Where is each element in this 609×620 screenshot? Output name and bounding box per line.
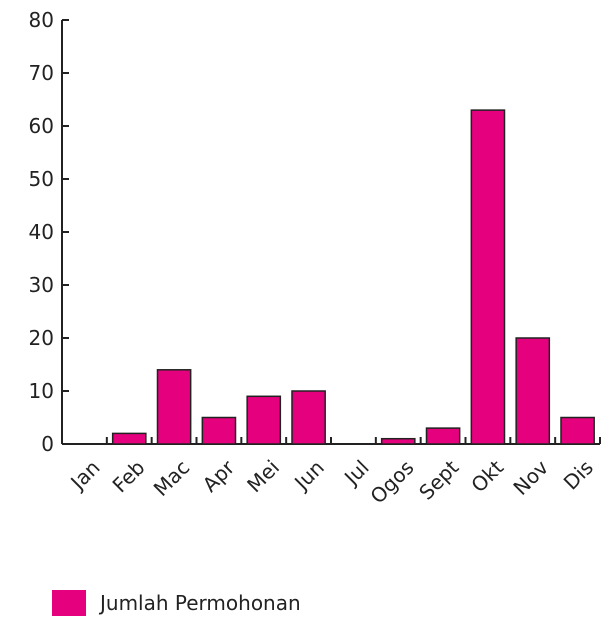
bar-mei xyxy=(246,395,282,445)
y-tick-label: 0 xyxy=(41,432,54,456)
x-tick-label-mac: Mac xyxy=(149,455,195,501)
x-tick-label-jan: Jan xyxy=(65,455,105,495)
x-tick-label-jul: Jul xyxy=(338,455,373,490)
y-tick-label: 70 xyxy=(29,61,54,85)
x-tick-label-ogos: Ogos xyxy=(365,455,418,508)
y-tick-label: 30 xyxy=(29,273,54,297)
legend-label: Jumlah Permohonan xyxy=(100,591,301,615)
y-tick-label: 50 xyxy=(29,167,54,191)
y-tick-label: 10 xyxy=(29,379,54,403)
bar-feb xyxy=(111,432,147,445)
bar-sept xyxy=(425,427,461,445)
x-tick-label-apr: Apr xyxy=(198,455,240,497)
bar-nov xyxy=(515,337,551,445)
bar-dis xyxy=(560,416,595,445)
y-tick-label: 80 xyxy=(29,8,54,32)
x-tick-label-okt: Okt xyxy=(466,455,508,497)
bar-mac xyxy=(156,369,192,445)
bars xyxy=(111,109,595,445)
legend: Jumlah Permohonan xyxy=(52,590,301,616)
bar-okt xyxy=(470,109,506,445)
x-tick-label-feb: Feb xyxy=(108,455,150,497)
x-tick-label-mei: Mei xyxy=(242,455,284,497)
y-tick-label: 40 xyxy=(29,220,54,244)
x-tick-label-jun: Jun xyxy=(288,455,328,495)
x-tick-label-dis: Dis xyxy=(559,455,598,494)
bar-apr xyxy=(201,416,237,445)
y-tick-label: 60 xyxy=(29,114,54,138)
bar-jun xyxy=(291,390,326,445)
legend-swatch xyxy=(52,590,86,616)
bar-ogos xyxy=(380,437,416,445)
y-axis: 0 10 20 30 40 50 60 70 80 xyxy=(29,8,69,456)
x-tick-label-sept: Sept xyxy=(414,455,463,504)
x-tick-label-nov: Nov xyxy=(508,455,553,500)
y-tick-label: 20 xyxy=(29,326,54,350)
